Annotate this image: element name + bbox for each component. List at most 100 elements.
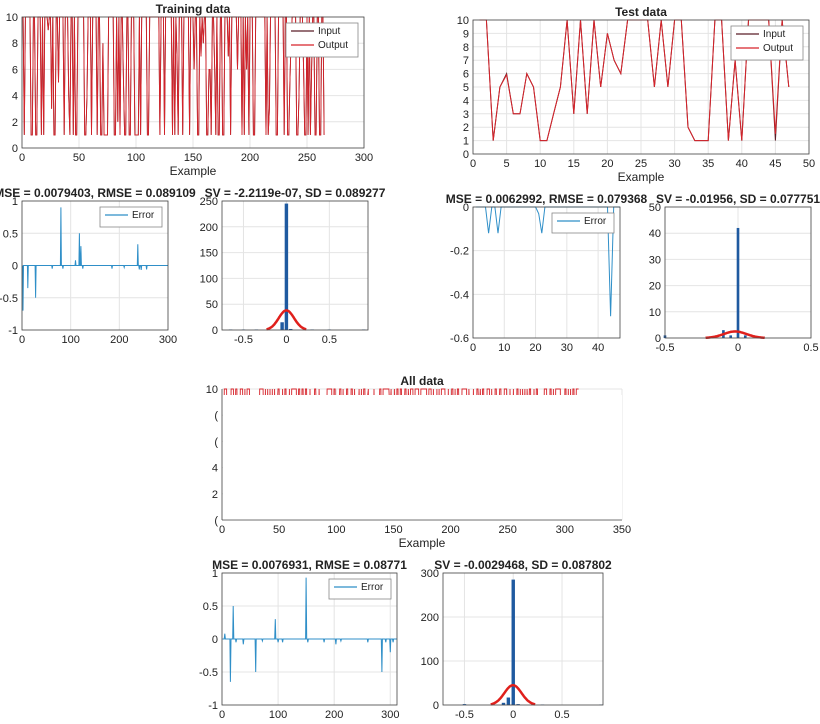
legend-box bbox=[285, 22, 359, 58]
histogram-bar bbox=[516, 704, 520, 705]
x-tick-label: 5 bbox=[504, 158, 510, 170]
chart-title: MSE = 0.0079403, RMSE = 0.089109 bbox=[0, 186, 196, 200]
x-tick-label: 15 bbox=[568, 158, 580, 170]
chart-title: Test data bbox=[615, 5, 667, 19]
y-tick-label: 2 bbox=[212, 489, 218, 501]
chart-title: SV = -0.0029468, SD = 0.087802 bbox=[434, 558, 612, 572]
legend: Error bbox=[99, 206, 163, 228]
legend-label: Output bbox=[318, 40, 348, 51]
x-tick-label: 350 bbox=[613, 524, 631, 536]
x-tick-label: 250 bbox=[499, 524, 517, 536]
x-tick-label: 300 bbox=[381, 709, 399, 721]
legend-label: Error bbox=[361, 582, 384, 593]
chart-title: SV = -2.2119e-07, SD = 0.089277 bbox=[205, 186, 386, 200]
chart-title: All data bbox=[400, 374, 444, 388]
y-tick-label: ( bbox=[214, 515, 218, 527]
y-tick-label: 0 bbox=[433, 700, 439, 712]
plot-area bbox=[443, 573, 603, 705]
histogram-bar bbox=[743, 335, 747, 338]
axes-box bbox=[21, 200, 169, 331]
x-tick-label: 300 bbox=[556, 524, 574, 536]
x-tick-label: 0 bbox=[735, 342, 741, 354]
y-tick-label: 0 bbox=[655, 333, 661, 345]
y-tick-label: ( bbox=[214, 436, 218, 448]
y-tick-label: -0.5 bbox=[0, 293, 18, 305]
x-tick-label: 0.5 bbox=[322, 334, 337, 346]
x-tick-label: 0 bbox=[219, 524, 225, 536]
y-tick-label: 0 bbox=[212, 325, 218, 337]
y-tick-label: 30 bbox=[649, 254, 661, 266]
y-tick-label: 10 bbox=[457, 15, 469, 27]
train_io-axes: 0 50 100 150 200 250 300 0 2 4 6 8 10 Training data Ex… bbox=[6, 2, 373, 178]
x-tick-label: 300 bbox=[355, 152, 373, 164]
legend-box bbox=[99, 206, 163, 228]
x-axis-label: Example bbox=[618, 170, 665, 184]
x-axis-label: Example bbox=[170, 164, 217, 178]
chart-title: SV = -0.01956, SD = 0.077751 bbox=[656, 192, 820, 206]
histogram-bar bbox=[284, 203, 289, 330]
x-tick-label: 150 bbox=[384, 524, 402, 536]
x-tick-label: 0 bbox=[470, 158, 476, 170]
histogram-bar bbox=[511, 579, 515, 705]
x-tick-label: 100 bbox=[61, 334, 79, 346]
y-tick-label: 9 bbox=[463, 28, 469, 40]
all_io-axes: 0 50 100 150 200 250 300 350 (2 4 ((10 All data Exam… bbox=[206, 374, 631, 550]
x-tick-label: 100 bbox=[127, 152, 145, 164]
y-tick-label: 100 bbox=[421, 656, 439, 668]
x-tick-label: 0 bbox=[283, 334, 289, 346]
y-tick-label: 0.5 bbox=[203, 601, 218, 613]
y-tick-label: 1 bbox=[12, 196, 18, 208]
x-tick-label: 50 bbox=[73, 152, 85, 164]
normal-fit-curve bbox=[705, 330, 765, 340]
y-tick-label: 7 bbox=[463, 55, 469, 67]
y-tick-label: 5 bbox=[463, 82, 469, 94]
x-tick-label: 10 bbox=[534, 158, 546, 170]
x-tick-label: 20 bbox=[601, 158, 613, 170]
x-tick-label: 30 bbox=[668, 158, 680, 170]
y-tick-label: 0 bbox=[12, 261, 18, 273]
y-tick-label: 40 bbox=[649, 228, 661, 240]
x-tick-label: 250 bbox=[298, 152, 316, 164]
y-tick-label: 1 bbox=[212, 568, 218, 580]
histogram-bar bbox=[280, 322, 284, 330]
y-tick-label: 0.5 bbox=[3, 228, 18, 240]
y-tick-label: 8 bbox=[463, 42, 469, 54]
y-tick-label: 8 bbox=[12, 38, 18, 50]
legend-label: Error bbox=[132, 210, 155, 221]
y-tick-label: 50 bbox=[649, 202, 661, 214]
x-tick-label: 150 bbox=[184, 152, 202, 164]
plot-area bbox=[222, 201, 368, 330]
axes-box bbox=[221, 200, 369, 331]
y-tick-label: 250 bbox=[200, 196, 218, 208]
y-tick-label: -0.6 bbox=[450, 333, 469, 345]
y-tick-label: 4 bbox=[463, 95, 469, 107]
x-tick-label: 300 bbox=[159, 334, 177, 346]
y-tick-label: 300 bbox=[421, 568, 439, 580]
chart-title: Training data bbox=[156, 2, 231, 16]
normal-fit-curve bbox=[490, 683, 536, 706]
y-tick-label: 10 bbox=[6, 12, 18, 24]
legend: Error bbox=[551, 212, 615, 234]
y-tick-label: -0.2 bbox=[450, 246, 469, 258]
histogram-bar bbox=[506, 697, 511, 705]
y-tick-label: 10 bbox=[206, 384, 218, 396]
x-tick-label: 0 bbox=[470, 342, 476, 354]
x-tick-label: 10 bbox=[498, 342, 510, 354]
x-tick-label: 35 bbox=[702, 158, 714, 170]
x-tick-label: 0.5 bbox=[803, 342, 818, 354]
y-tick-label: -1 bbox=[8, 325, 18, 337]
y-tick-label: 20 bbox=[649, 281, 661, 293]
legend-label: Input bbox=[318, 26, 340, 37]
axes-box bbox=[472, 206, 621, 339]
x-tick-label: 0 bbox=[219, 709, 225, 721]
y-tick-label: 200 bbox=[200, 222, 218, 234]
axes-box bbox=[21, 16, 365, 149]
y-tick-label: 0 bbox=[12, 143, 18, 155]
x-tick-label: 50 bbox=[273, 524, 285, 536]
legend-box bbox=[730, 25, 804, 61]
